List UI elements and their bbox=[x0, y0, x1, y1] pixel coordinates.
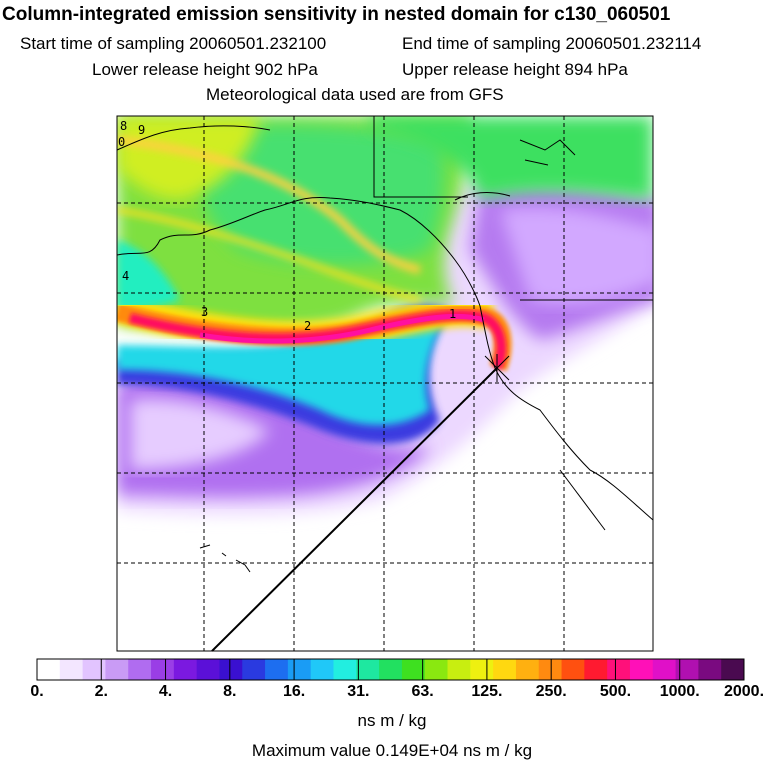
colorbar-swatch bbox=[333, 659, 357, 680]
colorbar-swatch bbox=[561, 659, 585, 680]
colorbar-swatch bbox=[721, 659, 745, 680]
colorbar-frame bbox=[36, 658, 745, 681]
colorbar-tick-label: 8. bbox=[223, 683, 237, 700]
colorbar-swatch bbox=[538, 659, 563, 680]
colorbar-swatch bbox=[196, 659, 220, 680]
colorbar-swatch bbox=[151, 659, 175, 680]
page-title: Column-integrated emission sensitivity i… bbox=[2, 4, 671, 25]
colorbar-swatch bbox=[128, 659, 152, 680]
colorbar-swatch bbox=[629, 659, 654, 680]
colorbar-tick-label: 250. bbox=[535, 683, 567, 700]
colorbar-swatch bbox=[265, 659, 289, 680]
colorbar-swatch bbox=[584, 659, 608, 680]
colorbar-tick-label: 31. bbox=[347, 683, 370, 700]
colorbar-swatch bbox=[698, 659, 722, 680]
colorbar-swatch bbox=[424, 659, 449, 680]
colorbar bbox=[36, 658, 745, 681]
colorbar-tick-label: 125. bbox=[471, 683, 503, 700]
colorbar-tick-label: 1000. bbox=[659, 683, 700, 700]
colorbar-tick-label: 63. bbox=[411, 683, 434, 700]
release-point-marker bbox=[484, 354, 510, 382]
colorbar-tick-label: 0. bbox=[30, 683, 44, 700]
end-time-label: End time of sampling 20060501.232114 bbox=[402, 34, 702, 53]
colorbar-tick-label: 500. bbox=[599, 683, 632, 700]
colorbar-swatch bbox=[356, 659, 380, 680]
colorbar-swatch bbox=[447, 659, 471, 680]
colorbar-swatch bbox=[82, 659, 106, 680]
colorbar-swatch bbox=[675, 659, 699, 680]
colorbar-tick-label: 2. bbox=[94, 683, 108, 700]
contour-label-4: 4 bbox=[122, 269, 129, 283]
colorbar-swatch bbox=[219, 659, 243, 680]
coastlines bbox=[117, 116, 653, 573]
units-label: ns m / kg bbox=[357, 711, 427, 730]
maximum-value-label: Maximum value 0.149E+04 ns m / kg bbox=[251, 741, 533, 760]
colorbar-swatch bbox=[287, 659, 312, 680]
colorbar-swatch bbox=[515, 659, 540, 680]
colorbar-swatch bbox=[37, 659, 61, 680]
contour-label-0: 0 bbox=[118, 135, 125, 149]
colorbar-swatch bbox=[105, 659, 129, 680]
contour-label-3: 3 bbox=[201, 305, 208, 319]
colorbar-swatch bbox=[173, 659, 198, 680]
colorbar-tick-label: 4. bbox=[158, 683, 173, 700]
colorbar-tick-label: 16. bbox=[282, 683, 306, 700]
colorbar-swatch bbox=[242, 659, 266, 680]
met-data-label: Meteorological data used are from GFS bbox=[206, 85, 504, 104]
colorbar-swatch bbox=[59, 659, 84, 680]
map-frame bbox=[116, 115, 654, 652]
colorbar-swatch bbox=[379, 659, 403, 680]
colorbar-swatch bbox=[652, 659, 677, 680]
colorbar-swatch bbox=[607, 659, 631, 680]
contour-label-2: 2 bbox=[304, 319, 311, 333]
trajectory-line bbox=[211, 367, 498, 652]
contour-label-1: 1 bbox=[449, 307, 456, 321]
contour-label-8: 8 bbox=[120, 119, 127, 133]
colorbar-swatch bbox=[401, 659, 426, 680]
contour-label-9: 9 bbox=[138, 123, 145, 137]
lat-lon-grid bbox=[117, 116, 653, 651]
upper-release-label: Upper release height 894 hPa bbox=[402, 60, 628, 79]
start-time-label: Start time of sampling 20060501.232100 bbox=[20, 34, 327, 53]
lower-release-label: Lower release height 902 hPa bbox=[92, 60, 318, 79]
colorbar-swatch bbox=[470, 659, 494, 680]
colorbar-tick-label: 2000. bbox=[723, 683, 765, 700]
sensitivity-field bbox=[117, 116, 653, 651]
colorbar-swatch bbox=[493, 659, 517, 680]
colorbar-swatch bbox=[310, 659, 334, 680]
